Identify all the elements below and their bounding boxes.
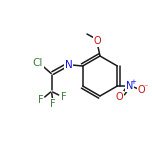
Text: N: N — [126, 81, 133, 91]
Text: O: O — [138, 85, 145, 95]
Text: +: + — [130, 79, 136, 85]
Text: F: F — [61, 92, 66, 102]
Text: F: F — [38, 95, 43, 105]
Text: ⁻: ⁻ — [143, 83, 147, 92]
Text: F: F — [50, 99, 55, 109]
Text: O: O — [116, 92, 123, 102]
Text: Cl: Cl — [33, 58, 43, 68]
Text: O: O — [93, 36, 101, 46]
Text: N: N — [65, 60, 73, 70]
